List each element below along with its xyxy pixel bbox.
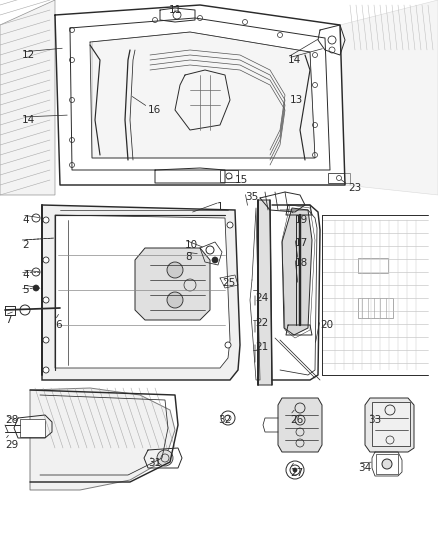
Circle shape	[43, 297, 49, 303]
Circle shape	[293, 468, 297, 472]
Circle shape	[167, 262, 183, 278]
Text: 11: 11	[168, 5, 182, 15]
Text: 7: 7	[5, 315, 12, 325]
Polygon shape	[42, 205, 240, 380]
Circle shape	[227, 222, 233, 228]
Polygon shape	[282, 208, 312, 335]
Circle shape	[312, 123, 318, 127]
Text: 26: 26	[290, 415, 303, 425]
Text: 12: 12	[22, 50, 35, 60]
Circle shape	[312, 52, 318, 58]
Circle shape	[278, 33, 283, 37]
Circle shape	[198, 15, 202, 20]
Circle shape	[212, 257, 218, 263]
Circle shape	[382, 459, 392, 469]
Text: 6: 6	[55, 320, 62, 330]
Text: 2: 2	[22, 240, 28, 250]
Text: 22: 22	[255, 318, 268, 328]
Circle shape	[70, 98, 74, 102]
Bar	[220, 170, 238, 182]
Bar	[358, 258, 388, 273]
Polygon shape	[92, 32, 315, 158]
Polygon shape	[278, 398, 322, 452]
Text: 1: 1	[217, 202, 223, 212]
Circle shape	[43, 217, 49, 223]
Text: 10: 10	[185, 240, 198, 250]
Text: 4: 4	[22, 215, 28, 225]
Circle shape	[157, 450, 173, 466]
Text: 13: 13	[290, 95, 303, 105]
Text: 32: 32	[218, 415, 231, 425]
Circle shape	[43, 367, 49, 373]
Text: 14: 14	[288, 55, 301, 65]
Circle shape	[312, 83, 318, 87]
Circle shape	[167, 292, 183, 308]
Circle shape	[312, 152, 318, 157]
Text: 18: 18	[295, 258, 308, 268]
Text: 5: 5	[22, 285, 28, 295]
Polygon shape	[30, 388, 175, 490]
Text: 28: 28	[5, 415, 18, 425]
Circle shape	[286, 461, 304, 479]
Polygon shape	[55, 215, 230, 368]
Text: 24: 24	[255, 293, 268, 303]
Text: 19: 19	[295, 215, 308, 225]
Circle shape	[43, 257, 49, 263]
Bar	[20, 419, 45, 437]
Circle shape	[70, 28, 74, 33]
Polygon shape	[258, 200, 272, 385]
Circle shape	[152, 18, 158, 22]
Circle shape	[43, 337, 49, 343]
Text: 20: 20	[320, 320, 333, 330]
Circle shape	[70, 138, 74, 142]
Polygon shape	[340, 0, 438, 195]
Bar	[372, 402, 410, 446]
Bar	[328, 173, 350, 183]
Polygon shape	[365, 398, 414, 452]
Text: 17: 17	[295, 238, 308, 248]
Text: 4: 4	[22, 270, 28, 280]
Polygon shape	[135, 248, 210, 320]
Text: 35: 35	[245, 192, 258, 202]
Text: 15: 15	[235, 175, 248, 185]
Circle shape	[70, 58, 74, 62]
Text: 27: 27	[290, 468, 303, 478]
Text: 8: 8	[185, 252, 192, 262]
Circle shape	[33, 285, 39, 291]
Circle shape	[221, 411, 235, 425]
Circle shape	[243, 20, 247, 25]
Text: 34: 34	[358, 463, 371, 473]
Text: 16: 16	[148, 105, 161, 115]
Bar	[376, 454, 398, 474]
Circle shape	[70, 163, 74, 167]
Bar	[358, 298, 393, 318]
Text: 33: 33	[368, 415, 381, 425]
Circle shape	[32, 268, 40, 276]
Circle shape	[32, 214, 40, 222]
Text: 29: 29	[5, 440, 18, 450]
Text: 14: 14	[22, 115, 35, 125]
Polygon shape	[0, 0, 55, 195]
Circle shape	[225, 342, 231, 348]
Circle shape	[20, 305, 30, 315]
Text: 23: 23	[348, 183, 361, 193]
Text: 21: 21	[255, 342, 268, 352]
Text: 31: 31	[148, 458, 161, 468]
Text: 25: 25	[222, 278, 235, 288]
